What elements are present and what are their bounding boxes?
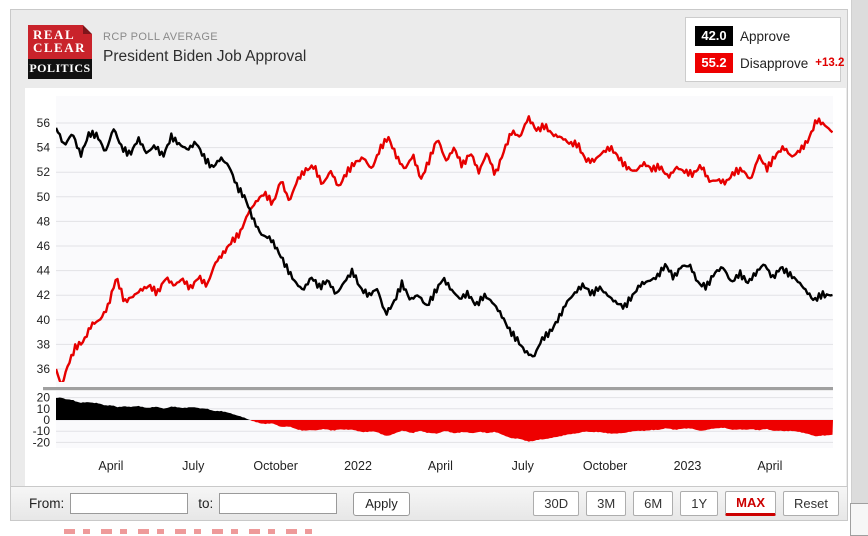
legend-approve-row: 42.0 Approve bbox=[695, 26, 831, 46]
rcp-poll-widget: REAL CLEAR POLITICS RCP POLL AVERAGE Pre… bbox=[10, 9, 848, 521]
y-axis-label: 36 bbox=[37, 362, 51, 376]
spread-y-axis-label: -20 bbox=[33, 435, 51, 449]
logo-text: REAL bbox=[33, 27, 76, 42]
date-range-toolbar: From: to: Apply 30D 3M 6M 1Y MAX Reset bbox=[11, 486, 847, 520]
range-button-6m[interactable]: 6M bbox=[633, 491, 674, 516]
x-axis-label: April bbox=[98, 459, 123, 473]
from-label: From: bbox=[29, 496, 65, 511]
legend-disapprove-row: 55.2 Disapprove +13.2 bbox=[695, 53, 844, 73]
disapprove-label: Disapprove bbox=[740, 55, 809, 71]
x-axis-label: April bbox=[428, 459, 453, 473]
disapprove-line bbox=[56, 115, 833, 382]
y-axis-label: 54 bbox=[37, 141, 51, 155]
y-axis-label: 40 bbox=[37, 313, 51, 327]
legend-box: 42.0 Approve 55.2 Disapprove +13.2 bbox=[685, 17, 844, 82]
x-axis-label: 2023 bbox=[674, 459, 702, 473]
to-date-input[interactable] bbox=[219, 493, 338, 514]
spread-y-axis-label: 10 bbox=[37, 402, 51, 416]
range-button-reset[interactable]: Reset bbox=[783, 491, 839, 516]
title-block: RCP POLL AVERAGE President Biden Job App… bbox=[103, 31, 306, 66]
range-button-3m[interactable]: 3M bbox=[586, 491, 627, 516]
x-axis-label: July bbox=[512, 459, 535, 473]
spread-y-axis-label: -10 bbox=[33, 424, 51, 438]
logo-text: CLEAR bbox=[33, 40, 87, 55]
x-axis-label: October bbox=[583, 459, 627, 473]
page-title: President Biden Job Approval bbox=[103, 48, 307, 65]
widget-header: REAL CLEAR POLITICS RCP POLL AVERAGE Pre… bbox=[11, 10, 847, 88]
spread-area-negative bbox=[56, 420, 833, 442]
scrollbar-button[interactable] bbox=[850, 503, 868, 536]
spread-value: +13.2 bbox=[815, 57, 845, 69]
x-axis-label: July bbox=[182, 459, 205, 473]
x-axis-label: April bbox=[757, 459, 782, 473]
y-axis-label: 50 bbox=[37, 190, 51, 204]
approve-line bbox=[56, 127, 833, 358]
to-label: to: bbox=[198, 496, 214, 511]
range-button-1y[interactable]: 1Y bbox=[680, 491, 719, 516]
x-axis-label: October bbox=[253, 459, 297, 473]
cutoff-content-sliver bbox=[64, 529, 314, 534]
spread-area-positive bbox=[56, 397, 833, 420]
spread-y-axis-label: 0 bbox=[43, 413, 50, 427]
range-button-30d[interactable]: 30D bbox=[533, 491, 580, 516]
y-axis-label: 48 bbox=[37, 214, 51, 228]
spread-y-axis-label: 20 bbox=[37, 391, 51, 405]
rcp-logo: REAL CLEAR POLITICS bbox=[28, 25, 92, 79]
logo-fold-icon bbox=[83, 25, 92, 34]
x-axis-label: 2022 bbox=[344, 459, 372, 473]
y-axis-label: 56 bbox=[37, 116, 51, 130]
range-button-group: 30D 3M 6M 1Y MAX Reset bbox=[533, 491, 839, 516]
disapprove-value-badge: 55.2 bbox=[695, 53, 733, 73]
kicker: RCP POLL AVERAGE bbox=[103, 31, 219, 43]
logo-text: POLITICS bbox=[28, 59, 92, 79]
from-date-input[interactable] bbox=[70, 493, 189, 514]
apply-button[interactable]: Apply bbox=[353, 491, 410, 516]
approve-value-badge: 42.0 bbox=[695, 26, 733, 46]
y-axis-label: 42 bbox=[37, 288, 51, 302]
range-button-max[interactable]: MAX bbox=[725, 491, 777, 516]
scrollbar-track[interactable] bbox=[850, 0, 868, 536]
chart-panel: 56 54 52 50 48 46 44 42 40 38 36 20 10 0 -10 -20 April Ju… bbox=[25, 88, 846, 487]
y-axis-label: 52 bbox=[37, 165, 51, 179]
y-axis-label: 46 bbox=[37, 239, 51, 253]
approve-label: Approve bbox=[740, 28, 791, 44]
y-axis-label: 44 bbox=[37, 264, 51, 278]
y-axis-label: 38 bbox=[37, 337, 51, 351]
